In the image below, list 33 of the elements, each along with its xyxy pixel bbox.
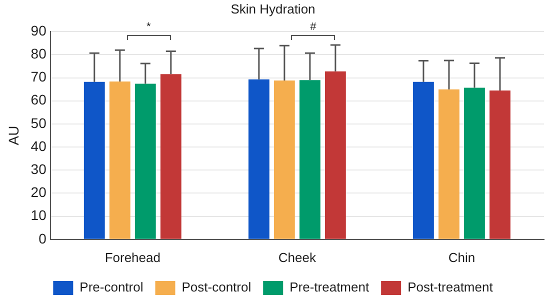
legend-label: Post-control <box>182 280 252 295</box>
x-tick-label: Cheek <box>278 250 316 265</box>
bar <box>490 90 510 239</box>
legend-label: Post-treatment <box>408 280 494 295</box>
y-tick-label: 30 <box>30 160 47 177</box>
y-tick-label: 60 <box>30 92 47 108</box>
bar <box>299 80 320 239</box>
y-tick-label: 70 <box>30 68 47 85</box>
bar <box>464 88 485 239</box>
y-tick-label: 20 <box>30 184 47 200</box>
annotation: * <box>146 20 152 33</box>
bar <box>274 80 295 239</box>
bar <box>84 82 105 239</box>
bar <box>134 84 156 239</box>
x-tick-label: Chin <box>448 250 476 265</box>
legend-label: Pre-treatment <box>290 280 370 295</box>
y-tick-label: 80 <box>30 46 47 62</box>
bar <box>248 79 270 239</box>
bar <box>413 82 434 239</box>
bar <box>438 89 460 239</box>
legend-label: Pre-control <box>80 280 144 295</box>
y-tick-label: 0 <box>38 230 47 246</box>
y-axis-title: AU <box>5 126 22 146</box>
bar <box>160 74 182 239</box>
x-tick-label: Forehead <box>104 250 160 265</box>
annotation: # <box>309 20 318 33</box>
bar <box>324 71 346 239</box>
y-tick-label: 50 <box>30 114 47 131</box>
y-tick-label: 90 <box>30 22 47 38</box>
y-tick-label: 40 <box>30 138 47 154</box>
chart-title: Skin Hydration <box>230 1 316 16</box>
bar <box>109 81 130 239</box>
y-tick-label: 10 <box>30 207 47 224</box>
